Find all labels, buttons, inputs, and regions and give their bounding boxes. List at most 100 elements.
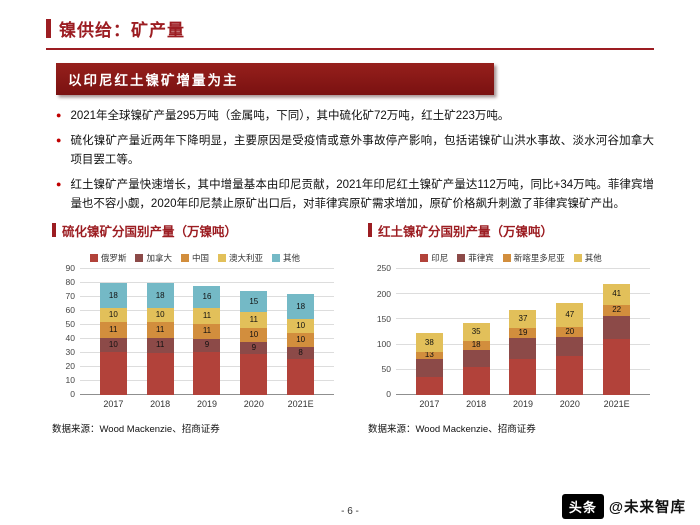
bar-segment: 11	[193, 308, 221, 324]
bar-segment	[509, 338, 537, 359]
legend-item: 加拿大	[135, 252, 172, 264]
data-label: 10	[296, 321, 306, 331]
data-label: 11	[156, 324, 165, 334]
stacked-bar-2020: 9 10 11 15	[240, 269, 268, 395]
bar-segment: 20	[556, 326, 584, 338]
x-tick-label: 2017	[103, 398, 124, 409]
y-tick-label: 0	[386, 389, 391, 400]
legend-label: 新喀里多尼亚	[513, 252, 565, 263]
bar-segment: 16	[193, 285, 221, 309]
data-label: 47	[565, 310, 575, 320]
legend-label: 澳大利亚	[229, 252, 264, 263]
data-label: 41	[612, 289, 622, 299]
bullet-icon: ●	[56, 179, 62, 190]
legend-item: 俄罗斯	[89, 252, 126, 264]
chart-legend: 印尼 菲律宾 新喀里多尼亚 其他	[368, 252, 654, 264]
data-label: 10	[249, 329, 259, 339]
stacked-bar-2017: 10 11 10 18	[99, 269, 127, 395]
legend-item: 印尼	[420, 252, 448, 264]
data-label: 10	[155, 310, 165, 320]
y-tick-label: 90	[65, 263, 75, 274]
stacked-bar-2019: 19 37	[509, 269, 537, 395]
legend-swatch	[218, 253, 226, 262]
title-accent-bar	[46, 19, 51, 38]
bar-segment: 11	[193, 323, 221, 339]
data-label: 10	[108, 310, 118, 320]
bar-segment	[462, 366, 490, 395]
bar-segment: 11	[146, 337, 174, 353]
bar-segment: 19	[509, 328, 537, 339]
x-tick-label: 2020	[559, 398, 580, 409]
bar-segment: 22	[603, 304, 631, 316]
chart-title: 硫化镍矿分国别产量（万镍吨）	[52, 221, 338, 240]
data-label: 10	[108, 339, 118, 349]
bullet-text: 硫化镍矿产量近两年下降明显，主要原因是受疫情或意外事故停产影响，包括诺镍矿山洪水…	[70, 135, 654, 166]
legend-swatch	[502, 253, 511, 262]
bullet-icon: ●	[56, 110, 62, 120]
gridline: 80	[66, 277, 334, 287]
data-source: 数据来源：Wood Mackenzie、招商证券	[52, 423, 220, 435]
y-tick-label: 200	[376, 288, 391, 299]
data-label: 10	[296, 335, 306, 345]
bullet-text: 2021年全球镍矿产量295万吨（金属吨，下同），其中硫化矿72万吨，红土矿22…	[70, 110, 510, 122]
bar-segment: 10	[240, 327, 268, 342]
legend-item: 菲律宾	[457, 252, 494, 264]
stacked-bar-2018: 11 11 10 18	[146, 269, 174, 395]
data-label: 18	[108, 290, 118, 300]
chart-title-accent-bar	[52, 223, 56, 238]
bar-segment: 18	[462, 340, 490, 350]
laterite-nickel-chart: 红土镍矿分国别产量（万镍吨） 印尼 菲律宾 新喀里多尼亚 其他 250 200 150 10…	[368, 221, 654, 435]
bar-segment: 47	[556, 303, 584, 327]
bar-segment	[146, 352, 174, 395]
data-label: 38	[424, 337, 434, 347]
data-label: 18	[471, 340, 481, 350]
chart-title: 红土镍矿分国别产量（万镍吨）	[368, 221, 654, 240]
bar-segment	[462, 349, 490, 367]
y-tick-label: 60	[65, 305, 75, 316]
y-tick-label: 50	[65, 319, 75, 330]
bar-segment: 35	[462, 322, 490, 341]
data-label: 22	[612, 305, 622, 315]
bar-segment: 11	[146, 322, 174, 338]
list-item: ● 红土镍矿产量快速增长，其中增量基本由印尼贡献，2021年印尼红土镍矿产量达1…	[56, 176, 654, 213]
y-tick-label: 20	[65, 361, 75, 372]
data-label: 9	[204, 340, 210, 350]
stacked-bar-2020: 20 47	[556, 269, 584, 395]
x-tick-label: 2018	[150, 398, 171, 409]
data-label: 11	[156, 340, 165, 350]
bar-segment: 11	[99, 322, 127, 338]
y-tick-label: 80	[65, 277, 75, 288]
x-tick-label: 2020	[243, 398, 264, 409]
stacked-bar-2021E: 22 41	[603, 269, 631, 395]
legend-item: 其他	[272, 252, 300, 264]
x-tick-label: 2019	[512, 398, 533, 409]
x-tick-label: 2021E	[603, 398, 630, 409]
brand-handle: @未来智库	[608, 500, 686, 516]
x-axis-labels: 2017 2018 2019 2020 2021E	[396, 399, 650, 409]
bar-segment	[603, 338, 631, 395]
y-tick-label: 10	[65, 375, 75, 386]
bar-segment	[99, 351, 127, 395]
legend-label: 其他	[283, 252, 301, 263]
sulfide-nickel-chart: 硫化镍矿分国别产量（万镍吨） 俄罗斯 加拿大 中国 澳大利亚 其他 90 80 70 60 50…	[52, 221, 338, 435]
legend-swatch	[420, 253, 429, 262]
chart-title-accent-bar	[368, 223, 372, 238]
data-label: 37	[518, 314, 528, 324]
y-tick-label: 30	[65, 347, 75, 358]
bar-segment: 15	[240, 291, 268, 313]
bar-segment: 9	[240, 341, 268, 355]
stacked-bar-2017: 13 38	[415, 269, 443, 395]
data-label: 19	[518, 328, 528, 338]
bar-segment: 10	[287, 319, 315, 334]
bar-segment: 10	[146, 308, 174, 323]
bar-segment	[240, 354, 268, 395]
bar-segment: 18	[146, 282, 174, 309]
data-label: 11	[109, 324, 118, 334]
bullet-text: 红土镍矿产量快速增长，其中增量基本由印尼贡献，2021年印尼红土镍矿产量达112…	[70, 179, 654, 210]
chart-title-text: 红土镍矿分国别产量（万镍吨）	[378, 224, 554, 239]
bar-segment: 41	[603, 284, 631, 305]
legend-label: 中国	[191, 252, 209, 263]
legend-swatch	[573, 253, 582, 262]
legend-item: 新喀里多尼亚	[502, 252, 565, 264]
gridline: 90	[66, 263, 334, 273]
